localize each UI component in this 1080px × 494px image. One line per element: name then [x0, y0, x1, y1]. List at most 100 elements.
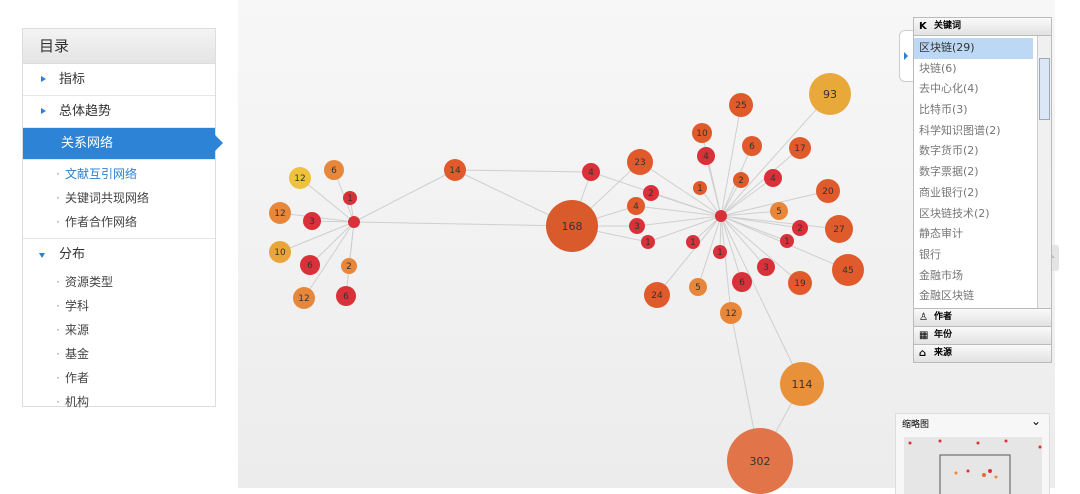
- node[interactable]: [780, 234, 794, 248]
- keyword-item[interactable]: 块链(6): [919, 61, 957, 75]
- node-label: 1: [784, 237, 790, 247]
- submenu-item[interactable]: 基金: [23, 342, 215, 366]
- keyword-item[interactable]: 银行: [919, 247, 941, 261]
- node[interactable]: [733, 172, 749, 188]
- node[interactable]: [809, 73, 851, 115]
- node-label: 2: [648, 189, 654, 199]
- node[interactable]: [341, 258, 357, 274]
- submenu-item[interactable]: 学科: [23, 294, 215, 318]
- keyword-item[interactable]: 静态审计: [919, 227, 963, 241]
- edge: [635, 205, 722, 217]
- keyword-item[interactable]: 去中心化(4): [919, 82, 979, 96]
- node[interactable]: [641, 235, 655, 249]
- node-label: 12: [298, 294, 309, 304]
- keyword-item[interactable]: 金融区块链: [919, 289, 974, 303]
- node-label: 45: [842, 266, 853, 276]
- menu-item[interactable]: 关系网络: [23, 128, 223, 160]
- submenu-item[interactable]: 作者合作网络: [23, 210, 215, 234]
- node[interactable]: [686, 235, 700, 249]
- node[interactable]: [303, 212, 321, 230]
- node[interactable]: [300, 255, 320, 275]
- section-header[interactable]: K 关键词: [914, 18, 1051, 36]
- node[interactable]: [729, 93, 753, 117]
- node[interactable]: [644, 282, 670, 308]
- filter-panel: K 关键词 区块链(29) 块链(6) 去中心化(4) 比特币(3) 科学知识图谱(2) 数…: [913, 17, 1052, 363]
- node[interactable]: [789, 137, 811, 159]
- node[interactable]: [713, 245, 727, 259]
- node-label: 5: [776, 207, 782, 217]
- submenu-item[interactable]: 关键词共现网络: [23, 186, 215, 210]
- edge: [279, 221, 355, 253]
- node-label: 2: [797, 224, 803, 234]
- node[interactable]: [643, 185, 659, 201]
- node-label: 19: [794, 279, 806, 289]
- keyword-item[interactable]: 金融市场: [919, 268, 963, 282]
- menu-item[interactable]: 指标: [23, 64, 215, 96]
- node[interactable]: [269, 202, 291, 224]
- edge: [720, 177, 774, 217]
- node-label: 1: [697, 184, 703, 194]
- node[interactable]: [732, 272, 752, 292]
- node[interactable]: [697, 147, 715, 165]
- node[interactable]: [546, 200, 598, 252]
- node[interactable]: [444, 159, 466, 181]
- node[interactable]: [757, 258, 775, 276]
- menu-item[interactable]: 总体趋势: [23, 96, 215, 128]
- edge: [720, 215, 767, 268]
- node[interactable]: [336, 286, 356, 306]
- node[interactable]: [269, 241, 291, 263]
- node[interactable]: [780, 362, 824, 406]
- hub-node[interactable]: [348, 216, 360, 228]
- edge: [705, 155, 722, 217]
- submenu-item[interactable]: 来源: [23, 318, 215, 342]
- edge: [309, 221, 355, 266]
- keyword-item[interactable]: 比特币(3): [919, 103, 968, 117]
- submenu-item[interactable]: 文献互引网络: [23, 162, 215, 186]
- keyword-item[interactable]: 科学知识图谱(2): [919, 123, 1001, 137]
- node[interactable]: [742, 136, 762, 156]
- node[interactable]: [293, 287, 315, 309]
- keyword-item[interactable]: 区块链(29): [914, 38, 1033, 59]
- node[interactable]: [692, 123, 712, 143]
- keyword-item[interactable]: 数字货币(2): [919, 144, 979, 158]
- minimap: 缩略图 ⌄: [895, 413, 1050, 494]
- section-header[interactable]: ▦ 年份: [914, 327, 1051, 345]
- node[interactable]: [689, 278, 707, 296]
- node[interactable]: [825, 215, 853, 243]
- node[interactable]: [792, 220, 808, 236]
- node[interactable]: [343, 191, 357, 205]
- node[interactable]: [816, 179, 840, 203]
- section-header[interactable]: ♙ 作者: [914, 308, 1051, 327]
- node[interactable]: [582, 163, 600, 181]
- node-label: 17: [794, 144, 805, 154]
- submenu-item[interactable]: 资源类型: [23, 270, 215, 294]
- keyword-item[interactable]: 数字票据(2): [919, 165, 979, 179]
- node[interactable]: [289, 167, 311, 189]
- section-title: 关键词: [934, 21, 962, 31]
- node[interactable]: [727, 428, 793, 494]
- panel-tab[interactable]: [899, 30, 914, 82]
- scrollbar[interactable]: [1037, 36, 1051, 324]
- edge: [720, 215, 732, 314]
- node[interactable]: [627, 197, 645, 215]
- node[interactable]: [629, 218, 645, 234]
- keyword-item[interactable]: 区块链技术(2): [919, 206, 990, 220]
- node[interactable]: [832, 254, 864, 286]
- node-label: 1: [717, 248, 723, 258]
- submenu-item[interactable]: 作者: [23, 366, 215, 390]
- section-header[interactable]: ⌂ 来源: [914, 345, 1051, 362]
- node[interactable]: [324, 160, 344, 180]
- submenu-item[interactable]: 机构: [23, 390, 215, 414]
- node[interactable]: [627, 149, 653, 175]
- sidebar: 目录 指标 总体趋势 关系网络 文献互引网络 关键词共现网络 作者合作网络 分布…: [22, 28, 223, 414]
- node[interactable]: [693, 181, 707, 195]
- node-label: 4: [633, 202, 639, 212]
- node[interactable]: [788, 271, 812, 295]
- node[interactable]: [770, 202, 788, 220]
- node[interactable]: [764, 169, 782, 187]
- node[interactable]: [720, 302, 742, 324]
- keyword-item[interactable]: 商业银行(2): [919, 185, 979, 199]
- menu-item[interactable]: 分布: [23, 239, 215, 270]
- hub-node[interactable]: [715, 210, 727, 222]
